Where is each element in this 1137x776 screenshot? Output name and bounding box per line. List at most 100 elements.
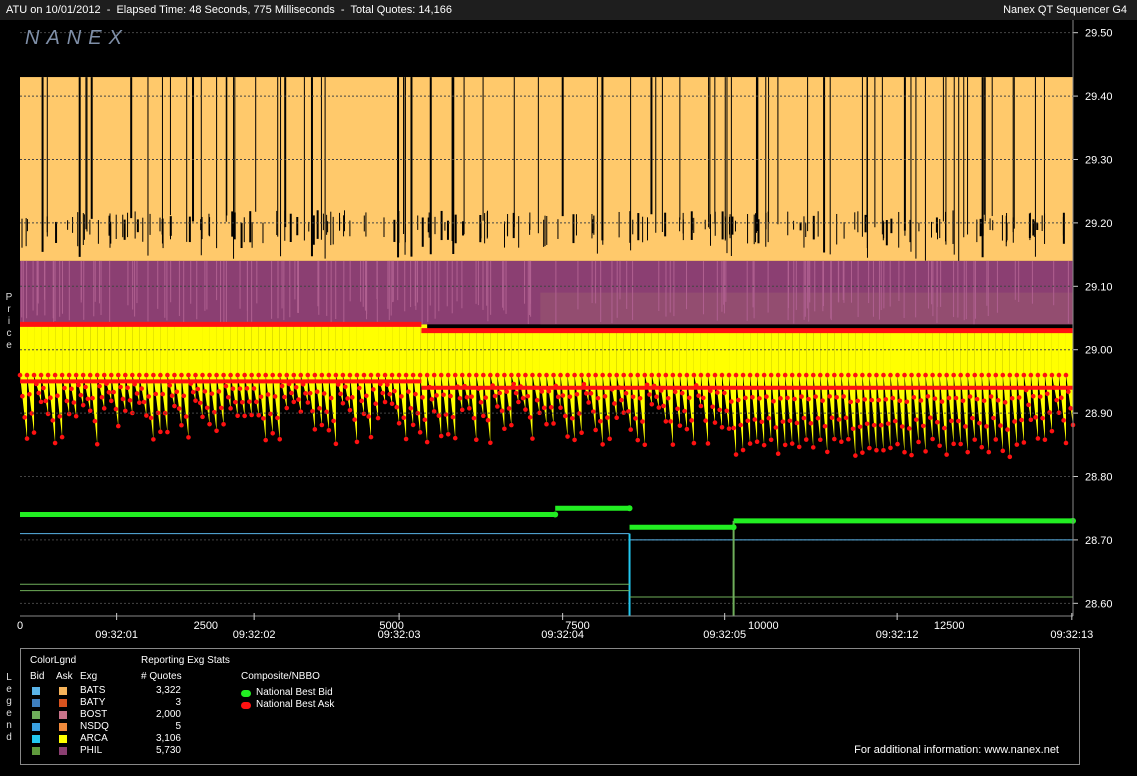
bid-marker <box>17 372 23 378</box>
bid-marker <box>848 399 853 405</box>
bid-marker <box>712 420 718 425</box>
bid-marker <box>715 390 720 395</box>
bid-marker <box>612 401 617 406</box>
arca-bid-wedge <box>988 330 996 440</box>
bid-marker <box>686 395 692 401</box>
bid-marker <box>1030 393 1036 399</box>
arca-bid-wedge <box>76 324 84 406</box>
bid-marker <box>151 437 156 442</box>
bid-marker <box>312 372 318 378</box>
bid-marker <box>745 418 751 424</box>
bid-marker <box>881 447 886 453</box>
arca-bid-wedge <box>448 330 456 439</box>
y-tick-label: 28.70 <box>1085 535 1113 547</box>
bid-marker <box>403 436 409 442</box>
bid-marker <box>970 415 975 421</box>
bid-marker <box>111 389 116 395</box>
bid-marker <box>169 393 175 398</box>
bid-marker <box>832 372 837 378</box>
bid-marker <box>1056 410 1062 416</box>
bid-marker <box>780 419 786 424</box>
bid-marker <box>1061 418 1066 423</box>
bid-marker <box>509 422 514 428</box>
bid-marker <box>817 437 823 443</box>
bid-marker <box>993 372 999 378</box>
bid-marker <box>502 426 507 432</box>
bid-marker <box>642 372 648 378</box>
bid-marker <box>408 405 414 411</box>
exchange-name: BATS <box>80 685 106 696</box>
bid-marker <box>1035 436 1041 441</box>
nbbo-label: National Best Bid <box>256 687 333 698</box>
y-tick-label: 29.50 <box>1085 28 1113 40</box>
bid-marker <box>202 389 208 394</box>
bid-marker <box>923 372 928 378</box>
bid-marker <box>951 441 956 447</box>
bid-marker <box>949 418 954 424</box>
bid-marker <box>906 426 912 431</box>
bid-marker <box>270 430 276 436</box>
bid-marker <box>347 372 353 378</box>
bid-marker <box>352 417 357 422</box>
exchange-quotes: 3 <box>175 697 181 708</box>
bid-marker <box>45 411 51 417</box>
col-quotes: # Quotes <box>141 671 182 682</box>
bid-marker <box>888 372 893 378</box>
arca-bid-wedge <box>504 330 512 426</box>
bid-marker <box>284 372 290 378</box>
bid-marker <box>548 405 554 410</box>
bid-marker <box>574 391 580 397</box>
bid-marker <box>221 421 226 427</box>
bid-marker <box>73 372 79 378</box>
arca-bid-wedge <box>722 330 730 429</box>
ask-swatch <box>59 711 67 719</box>
bid-marker <box>314 389 320 395</box>
bid-marker <box>64 398 70 404</box>
bid-marker <box>567 394 573 399</box>
bid-marker <box>867 372 872 378</box>
arca-bid-wedge <box>265 324 273 434</box>
bid-marker <box>1002 400 1008 405</box>
bid-marker <box>94 372 100 378</box>
arca-bid-wedge <box>293 324 301 412</box>
bid-marker <box>413 391 418 397</box>
bid-marker <box>429 396 435 402</box>
bid-marker <box>815 415 821 421</box>
bid-marker <box>420 395 425 400</box>
bid-marker <box>789 441 795 446</box>
bid-marker <box>200 372 205 378</box>
bid-marker <box>62 385 67 391</box>
bid-marker <box>186 372 191 378</box>
bid-marker <box>389 401 395 407</box>
bid-marker <box>579 372 584 378</box>
bid-marker <box>724 408 729 414</box>
arca-bid-wedge <box>518 330 526 410</box>
bid-marker <box>52 372 58 378</box>
bid-marker <box>747 372 753 378</box>
bid-marker <box>277 372 283 378</box>
bid-marker <box>123 372 128 378</box>
bid-marker <box>712 372 718 378</box>
phil-spike-group <box>21 260 1069 325</box>
bid-marker <box>803 372 809 378</box>
exchange-name: NSDQ <box>80 721 109 732</box>
bid-marker <box>151 372 156 378</box>
bid-marker <box>94 441 100 447</box>
bid-marker <box>235 372 240 378</box>
bid-marker <box>796 372 802 378</box>
nbbo-bid-marker <box>552 511 559 518</box>
bid-marker <box>38 399 44 405</box>
bid-marker <box>214 372 219 378</box>
bid-marker <box>69 386 74 392</box>
bid-marker <box>291 372 297 378</box>
arca-bid-wedge <box>392 324 400 424</box>
nbbo-swatch <box>241 690 251 697</box>
arca-bid-wedge <box>356 324 364 414</box>
bid-marker <box>628 372 634 378</box>
arca-bid-wedge <box>511 330 519 403</box>
bid-marker <box>1000 372 1006 378</box>
bid-marker <box>738 422 744 428</box>
bid-marker <box>803 437 809 442</box>
y-tick-label: 29.10 <box>1085 281 1113 293</box>
